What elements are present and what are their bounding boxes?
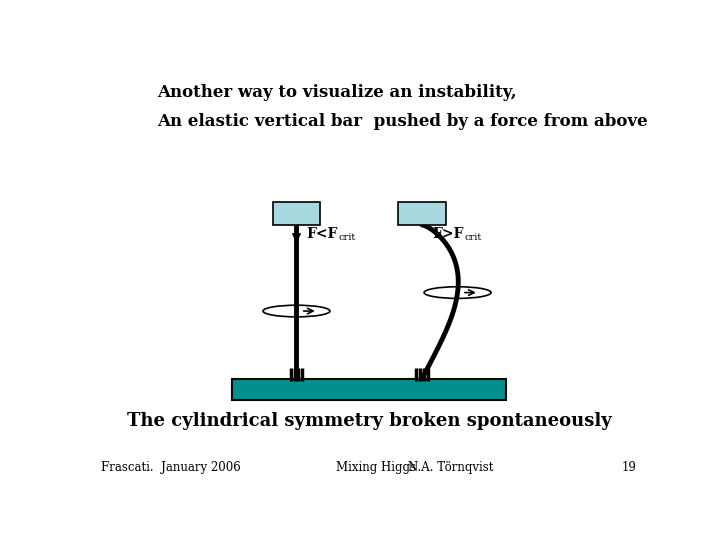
- Text: An elastic vertical bar  pushed by a force from above: An elastic vertical bar pushed by a forc…: [157, 113, 647, 130]
- Text: N.A. Törnqvist: N.A. Törnqvist: [408, 461, 493, 474]
- Text: crit: crit: [339, 233, 356, 242]
- Text: The cylindrical symmetry broken spontaneously: The cylindrical symmetry broken spontane…: [127, 412, 611, 430]
- Text: F<F: F<F: [307, 227, 338, 241]
- Text: 19: 19: [622, 461, 637, 474]
- Text: Another way to visualize an instability,: Another way to visualize an instability,: [157, 84, 516, 100]
- Bar: [273, 202, 320, 225]
- Text: Mixing Higgs: Mixing Higgs: [336, 461, 415, 474]
- Text: Frascati.  January 2006: Frascati. January 2006: [101, 461, 241, 474]
- Bar: [233, 379, 505, 400]
- Bar: [398, 202, 446, 225]
- Text: crit: crit: [464, 233, 482, 242]
- Text: F>F: F>F: [432, 227, 464, 241]
